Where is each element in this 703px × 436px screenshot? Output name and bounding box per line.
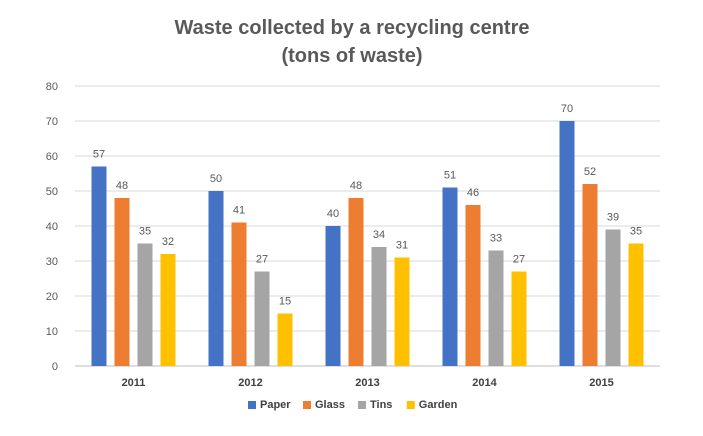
bar-glass-2014 — [465, 205, 481, 366]
bar-glass-2012 — [231, 222, 247, 366]
bar-paper-2013 — [325, 226, 341, 366]
legend-swatch-paper — [248, 401, 256, 409]
data-label-tins-2011: 35 — [139, 226, 151, 238]
y-tick-label: 20 — [46, 291, 58, 303]
bar-glass-2011 — [114, 198, 130, 366]
bar-tins-2011 — [137, 243, 153, 366]
data-label-garden-2014: 27 — [513, 254, 525, 266]
x-axis-ticks: 2011 2012 2013 2014 2015 — [122, 377, 614, 389]
legend-label-glass: Glass — [315, 399, 345, 411]
bar-paper-2014 — [442, 187, 458, 366]
legend-label-garden: Garden — [419, 399, 458, 411]
bar-tins-2015 — [605, 229, 621, 366]
x-tick-label-2013: 2013 — [355, 377, 379, 389]
legend-swatch-tins — [358, 401, 366, 409]
legend: Paper Glass Tins Garden — [248, 399, 458, 411]
x-tick-label-2012: 2012 — [238, 377, 262, 389]
legend-item-garden: Garden — [406, 399, 458, 411]
bar-garden-2015 — [628, 243, 644, 366]
chart-title: Waste collected by a recycling centre — [175, 17, 530, 39]
bar-paper-2011 — [91, 166, 107, 366]
bar-tins-2014 — [488, 250, 504, 366]
y-tick-label: 80 — [46, 81, 58, 93]
data-label-tins-2013: 34 — [373, 229, 385, 241]
y-tick-label: 40 — [46, 221, 58, 233]
legend-item-tins: Tins — [358, 399, 392, 411]
data-label-tins-2014: 33 — [490, 233, 502, 245]
y-tick-label: 0 — [52, 361, 58, 373]
y-tick-label: 10 — [46, 326, 58, 338]
bar-garden-2012 — [277, 313, 293, 366]
data-label-garden-2013: 31 — [396, 240, 408, 252]
bar-garden-2014 — [511, 271, 527, 366]
y-tick-label: 50 — [46, 186, 58, 198]
data-label-glass-2015: 52 — [584, 166, 596, 178]
bars — [91, 121, 644, 366]
data-label-glass-2013: 48 — [350, 180, 362, 192]
data-label-garden-2011: 32 — [162, 236, 174, 248]
legend-swatch-glass — [303, 401, 311, 409]
x-tick-label-2011: 2011 — [122, 377, 146, 389]
data-label-paper-2012: 50 — [210, 173, 222, 185]
bar-tins-2013 — [371, 247, 387, 366]
bar-tins-2012 — [254, 271, 270, 366]
data-label-tins-2015: 39 — [607, 212, 619, 224]
data-label-tins-2012: 27 — [256, 254, 268, 266]
data-label-paper-2015: 70 — [561, 103, 573, 115]
data-label-paper-2014: 51 — [444, 170, 456, 182]
data-label-glass-2014: 46 — [467, 187, 479, 199]
x-tick-label-2015: 2015 — [589, 377, 613, 389]
y-tick-label: 70 — [46, 116, 58, 128]
bar-glass-2013 — [348, 198, 364, 366]
legend-label-tins: Tins — [370, 399, 392, 411]
bar-paper-2015 — [559, 121, 575, 366]
data-label-glass-2011: 48 — [116, 180, 128, 192]
data-label-garden-2015: 35 — [630, 226, 642, 238]
bar-paper-2012 — [208, 191, 224, 366]
data-label-paper-2013: 40 — [327, 208, 339, 220]
legend-item-glass: Glass — [303, 399, 345, 411]
bar-garden-2011 — [160, 254, 176, 366]
data-label-glass-2012: 41 — [233, 205, 245, 217]
y-tick-label: 60 — [46, 151, 58, 163]
chart-subtitle: (tons of waste) — [281, 45, 422, 67]
legend-item-paper: Paper — [248, 399, 291, 411]
data-label-garden-2012: 15 — [279, 296, 291, 308]
bar-glass-2015 — [582, 184, 598, 366]
legend-swatch-garden — [406, 401, 415, 409]
y-tick-label: 30 — [46, 256, 58, 268]
bar-garden-2013 — [394, 257, 410, 366]
legend-label-paper: Paper — [260, 399, 291, 411]
y-axis-ticks: 0 10 20 30 40 50 60 70 80 — [46, 81, 58, 373]
x-tick-label-2014: 2014 — [472, 377, 497, 389]
data-labels: 57 48 35 32 50 41 27 15 40 48 34 31 51 46 33 27 70 52 39 35 — [93, 103, 642, 308]
data-label-paper-2011: 57 — [93, 149, 105, 161]
